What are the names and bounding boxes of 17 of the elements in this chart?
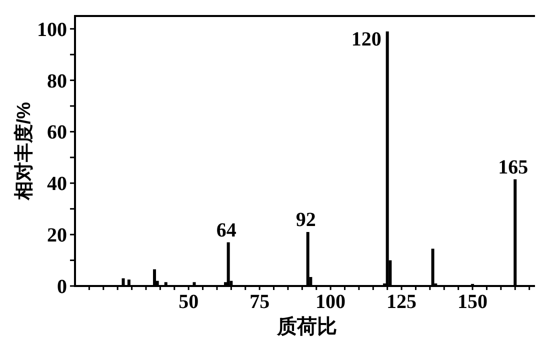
y-tick-label: 60 [47,122,67,144]
y-tick-label: 100 [37,18,67,41]
y-tick-label: 80 [47,70,67,92]
x-tick-label: 125 [386,291,417,313]
y-tick-label: 0 [57,276,67,298]
x-tick-label: 75 [250,291,270,313]
annotation: 120 [351,28,382,50]
y-axis-title: 相对丰度/% [13,102,35,202]
annotation: 92 [296,209,316,231]
annotation: 64 [216,219,236,242]
x-axis-title: 质荷比 [276,315,338,338]
x-tick-label: 150 [458,291,488,313]
y-tick-label: 40 [47,173,67,196]
y-tick-label: 20 [47,224,67,247]
x-tick-label: 100 [316,291,346,313]
annotation: 165 [498,156,528,178]
x-tick-label: 50 [178,291,199,313]
